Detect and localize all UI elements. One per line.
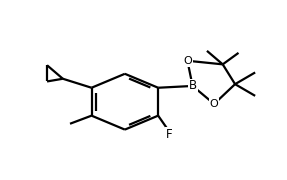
Text: F: F <box>166 128 173 141</box>
Text: B: B <box>189 79 197 93</box>
Text: O: O <box>183 56 192 66</box>
Text: O: O <box>210 99 218 109</box>
